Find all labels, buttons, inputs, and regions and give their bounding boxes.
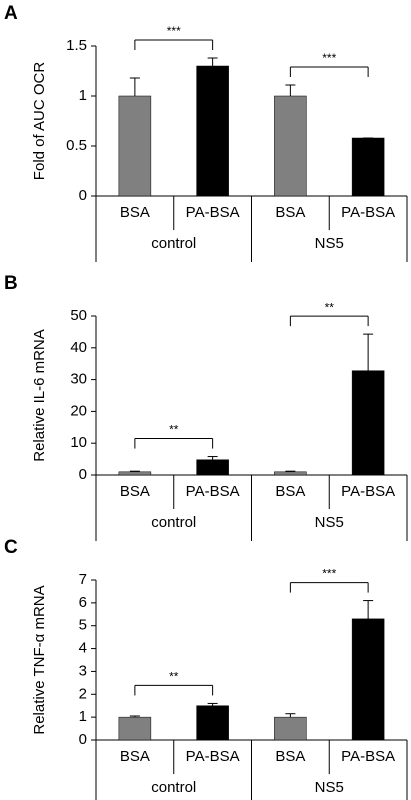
y-tick-label: 5 <box>79 617 87 634</box>
y-axis-label: Fold of AUC OCR <box>31 62 48 181</box>
sig-label: ** <box>169 423 179 437</box>
y-tick-label: 10 <box>70 434 87 451</box>
y-tick-label: 6 <box>79 594 87 611</box>
group-label: control <box>151 779 196 796</box>
bar <box>274 95 307 197</box>
bar <box>274 471 307 476</box>
category-label: BSA <box>275 483 305 500</box>
y-tick-label: 1.5 <box>66 37 87 54</box>
category-label: PA-BSA <box>186 483 240 500</box>
bar <box>351 137 385 197</box>
y-tick-label: 7 <box>79 571 87 588</box>
y-tick-label: 50 <box>70 307 87 324</box>
bar <box>351 618 385 741</box>
category-label: BSA <box>275 204 305 221</box>
group-label: NS5 <box>315 779 344 796</box>
category-label: PA-BSA <box>341 748 395 765</box>
y-tick-label: 0 <box>79 187 87 204</box>
y-tick-label: 3 <box>79 662 87 679</box>
bar <box>118 471 152 476</box>
y-tick-label: 1 <box>79 87 87 104</box>
panel-letter: C <box>4 537 18 558</box>
panel-letter: A <box>4 3 18 24</box>
bar <box>118 716 152 741</box>
sig-label: *** <box>322 51 336 65</box>
category-label: PA-BSA <box>186 204 240 221</box>
panel-letter: B <box>4 273 18 294</box>
bar <box>196 65 229 197</box>
y-tick-label: 30 <box>70 371 87 388</box>
y-tick-label: 0 <box>79 731 87 748</box>
y-tick-label: 20 <box>70 402 87 419</box>
sig-label: ** <box>325 300 335 314</box>
category-label: BSA <box>120 483 150 500</box>
y-tick-label: 4 <box>79 640 87 657</box>
category-label: PA-BSA <box>341 204 395 221</box>
y-tick-label: 1 <box>79 708 87 725</box>
y-tick-label: 0 <box>79 466 87 483</box>
bar <box>274 716 307 741</box>
bar <box>196 705 229 741</box>
group-label: control <box>151 514 196 531</box>
bar <box>351 370 385 476</box>
category-label: BSA <box>275 748 305 765</box>
sig-label: *** <box>167 24 181 38</box>
y-tick-label: 0.5 <box>66 137 87 154</box>
category-label: BSA <box>120 204 150 221</box>
sig-label: *** <box>322 567 336 581</box>
category-label: PA-BSA <box>341 483 395 500</box>
y-tick-label: 40 <box>70 339 87 356</box>
y-axis-label: Relative TNF-α mRNA <box>31 585 48 734</box>
group-label: NS5 <box>315 235 344 252</box>
category-label: BSA <box>120 748 150 765</box>
bar <box>118 95 152 197</box>
y-tick-label: 2 <box>79 685 87 702</box>
category-label: PA-BSA <box>186 748 240 765</box>
y-axis-label: Relative IL-6 mRNA <box>31 329 48 462</box>
bar <box>196 459 229 476</box>
group-label: control <box>151 235 196 252</box>
sig-label: ** <box>169 670 179 684</box>
group-label: NS5 <box>315 514 344 531</box>
